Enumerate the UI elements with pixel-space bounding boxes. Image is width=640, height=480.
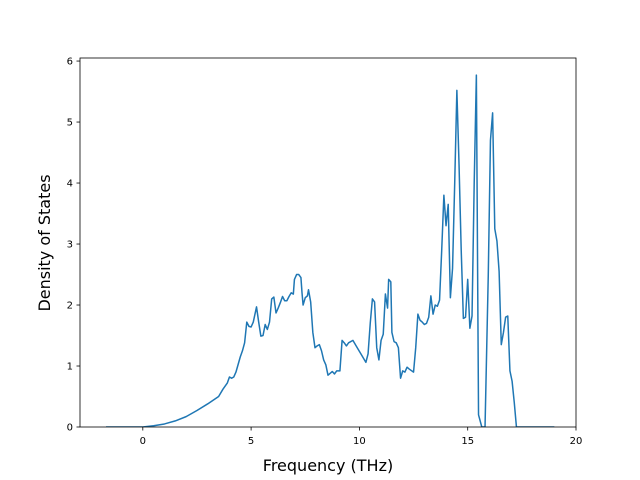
y-axis-label: Density of States [35,174,54,311]
x-tick-label: 15 [461,436,474,447]
x-tick-label: 5 [248,436,254,447]
y-tick-label: 6 [67,57,73,68]
y-tick-label: 0 [67,423,73,434]
x-tick-label: 20 [570,436,583,447]
axis-ticks: 0 5 10 15 20 0 1 2 3 4 5 6 [67,57,583,447]
axes-frame [79,57,577,428]
x-axis-label: Frequency (THz) [263,456,393,475]
x-tick-label: 10 [353,436,366,447]
y-tick-label: 4 [67,179,73,190]
plot-area [79,57,577,428]
y-tick-label: 5 [67,118,73,129]
dos-series-line [105,74,555,427]
x-tick-label: 0 [140,436,146,447]
y-tick-label: 3 [67,240,73,251]
y-tick-label: 1 [67,362,73,373]
y-tick-label: 2 [67,301,73,312]
